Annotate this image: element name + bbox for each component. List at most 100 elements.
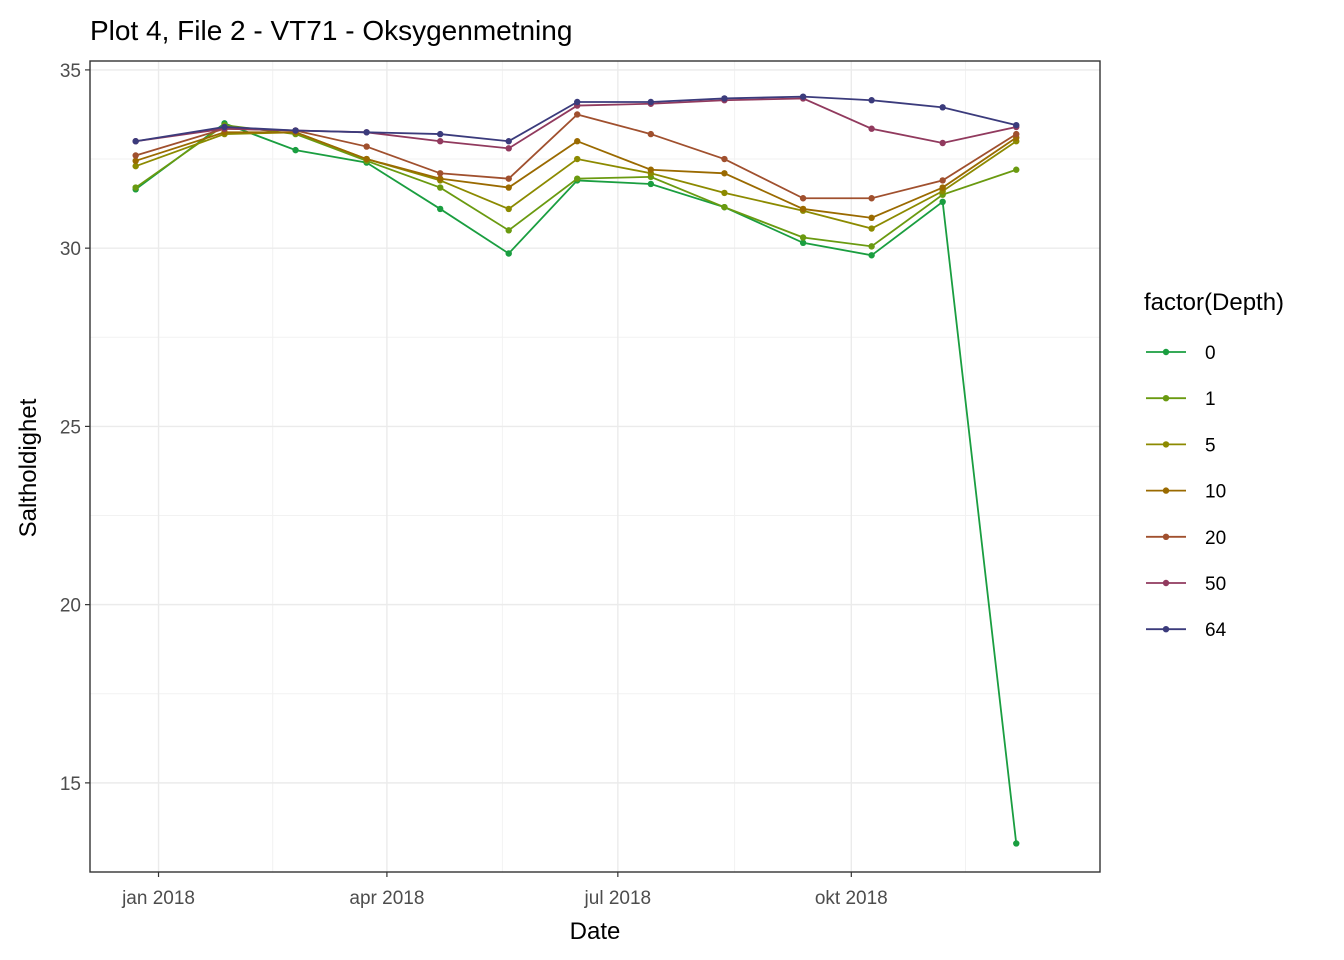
data-point (799, 205, 807, 213)
chart-title: Plot 4, File 2 - VT71 - Oksygenmetning (90, 15, 572, 46)
data-point (868, 125, 875, 132)
x-axis-label: Date (570, 918, 621, 945)
data-point (437, 138, 444, 145)
data-point (292, 146, 299, 154)
data-point (574, 98, 581, 106)
data-point (647, 130, 655, 138)
legend-item-64: 64 (1146, 620, 1227, 641)
legend-key-point (1162, 579, 1170, 587)
legend-key-point (1162, 533, 1170, 540)
legend-key-point (1162, 441, 1170, 448)
data-point (721, 189, 728, 197)
y-tick-label: 35 (60, 61, 81, 82)
data-point (574, 175, 581, 182)
data-point (437, 205, 444, 213)
legend-label: 10 (1205, 482, 1226, 503)
data-point (868, 97, 875, 104)
legend-key-point (1162, 348, 1170, 356)
y-tick-label: 15 (60, 774, 81, 795)
legend-label: 5 (1205, 435, 1216, 456)
data-point (721, 155, 728, 163)
legend-label: 20 (1205, 528, 1226, 549)
data-point (505, 138, 512, 145)
data-point (574, 138, 581, 145)
series-0 (132, 120, 1020, 847)
data-point (437, 184, 444, 191)
x-axis: jan 2018 apr 2018 jul 2018 okt 2018 (121, 872, 888, 909)
data-point (505, 227, 512, 234)
data-point (363, 143, 370, 150)
data-point (799, 195, 807, 202)
data-point (868, 225, 875, 232)
y-tick-label: 30 (60, 239, 81, 260)
data-point (868, 252, 875, 259)
data-point (505, 175, 512, 182)
legend-label: 50 (1205, 574, 1226, 595)
data-point (132, 162, 139, 170)
series-64 (132, 93, 1020, 145)
y-tick-label: 25 (60, 417, 81, 438)
legend-label: 64 (1205, 620, 1227, 641)
legend-key-point (1162, 487, 1170, 494)
data-point (574, 155, 581, 163)
series-10 (132, 129, 1020, 222)
data-point (868, 214, 875, 222)
data-point (799, 239, 807, 247)
legend-label: 0 (1205, 343, 1216, 364)
data-point (721, 203, 728, 211)
data-point (1013, 166, 1020, 173)
data-point (939, 177, 946, 184)
plot-panel (89, 60, 1101, 873)
data-point (437, 130, 444, 138)
series-line (135, 122, 1018, 844)
legend-item-1: 1 (1146, 389, 1216, 410)
data-point (647, 180, 655, 188)
data-point (132, 157, 139, 165)
data-point (505, 184, 512, 191)
x-tick-label: jan 2018 (121, 888, 195, 909)
panel-border (89, 60, 1101, 873)
x-tick-label: jul 2018 (584, 888, 652, 909)
data-point (1013, 130, 1020, 138)
data-point (437, 175, 444, 182)
data-point (363, 155, 370, 163)
data-point (221, 123, 228, 131)
data-point (574, 111, 581, 118)
legend-item-50: 50 (1146, 574, 1226, 595)
y-tick-label: 20 (60, 596, 81, 617)
data-point (799, 234, 807, 241)
data-point (868, 195, 875, 202)
data-point (1013, 121, 1020, 129)
legend-item-5: 5 (1146, 435, 1216, 456)
data-point (647, 98, 655, 106)
data-point (721, 170, 728, 177)
legend-item-10: 10 (1146, 482, 1226, 503)
y-axis: 15 20 25 30 35 (60, 61, 90, 795)
data-point (939, 184, 946, 191)
x-tick-label: okt 2018 (815, 888, 888, 909)
legend-item-0: 0 (1146, 343, 1216, 364)
data-point (505, 205, 512, 213)
data-point (363, 129, 370, 136)
data-point (939, 104, 946, 111)
y-axis-label: Saltholdighet (15, 398, 42, 537)
data-point (132, 138, 139, 145)
legend-item-20: 20 (1146, 528, 1226, 549)
data-point (292, 127, 299, 134)
data-point (721, 95, 728, 102)
data-point (505, 250, 512, 257)
data-point (132, 152, 139, 159)
data-point (868, 243, 875, 250)
series-line (135, 131, 1017, 219)
data-point (799, 93, 807, 100)
data-point (505, 145, 512, 152)
data-point (132, 184, 139, 191)
legend-label: 1 (1205, 389, 1216, 410)
legend-key-point (1162, 395, 1170, 402)
series-layer (132, 93, 1020, 847)
data-point (1013, 840, 1020, 847)
data-point (647, 166, 655, 173)
legend-key-point (1162, 626, 1170, 633)
legend: factor(Depth) 0 1 5 10 20 50 64 (1144, 289, 1284, 641)
data-point (437, 170, 444, 177)
